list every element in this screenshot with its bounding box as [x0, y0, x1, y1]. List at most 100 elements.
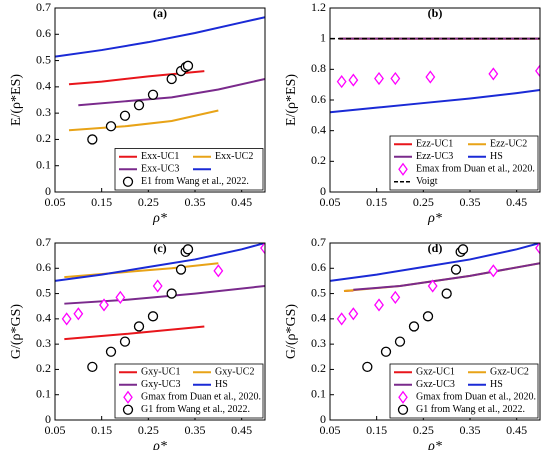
legend: Ezz-UC1 Ezz-UC2 Ezz-UC3 HS Emax from Duan et…	[389, 135, 539, 191]
series-line	[68, 70, 205, 86]
diamond-marker	[348, 307, 359, 321]
legend-label: Gmax from Duan et al., 2020.	[141, 392, 261, 403]
series-line	[330, 243, 540, 282]
series-line	[55, 16, 265, 58]
diamond-marker	[61, 312, 72, 326]
y-tick-label: 0.1	[311, 386, 326, 400]
circle-marker	[105, 346, 117, 357]
diamond-marker	[73, 307, 84, 321]
diamond-marker	[488, 67, 499, 81]
legend-diamond	[398, 162, 408, 176]
x-tick-label: 0.35	[185, 423, 206, 437]
y-tick-label: 1.2	[311, 0, 326, 14]
x-axis-label: ρ*	[427, 439, 442, 450]
y-tick-label: 0.2	[36, 131, 51, 145]
x-tick-label: 0.35	[185, 195, 206, 209]
legend-label: Gxz-UC2	[490, 367, 529, 378]
y-tick-label: 0	[45, 412, 51, 426]
legend-circle	[122, 404, 134, 415]
x-axis-label: ρ*	[152, 439, 167, 450]
series-line	[64, 284, 265, 305]
circle-marker	[105, 121, 117, 132]
circle-marker	[166, 73, 177, 85]
diamond-marker	[336, 75, 347, 89]
diamond-marker	[115, 290, 126, 304]
y-tick-label: 0.4	[311, 311, 326, 325]
plot-marks	[330, 37, 540, 114]
x-tick-label: 0.45	[506, 195, 527, 209]
legend-label: G1 from Wang et al., 2022.	[416, 404, 525, 415]
axes-frame	[54, 7, 266, 193]
circle-marker	[147, 89, 159, 100]
y-tick-label: 0.4	[311, 122, 326, 136]
panel: 0.05 0.15 0.25 0.35 0.45 0 0.1 0.2 0.3 0.4 0.5 0.6 0…	[9, 235, 266, 450]
panel-title: (b)	[428, 6, 443, 20]
legend-label: Gmax from Duan et al., 2020.	[416, 392, 536, 403]
diamond-marker	[374, 298, 384, 312]
circle-marker	[182, 244, 194, 255]
circle-marker	[166, 288, 177, 299]
y-tick-label: 0.4	[36, 79, 51, 93]
series-line	[353, 262, 540, 291]
circle-marker	[87, 361, 98, 373]
series-line	[68, 109, 219, 132]
y-tick-label: 0.7	[36, 0, 51, 14]
x-tick-label: 0.35	[460, 423, 481, 437]
x-tick-label: 0.35	[460, 195, 481, 209]
legend-label: Gxy-UC3	[141, 379, 180, 390]
diamond-marker	[488, 264, 499, 278]
diamond-marker	[390, 290, 401, 304]
legend-circle	[397, 404, 409, 415]
y-axis-label: G/(ρ*GS)	[284, 304, 299, 360]
x-tick-label: 0.05	[45, 195, 66, 209]
y-tick-label: 0.5	[36, 52, 51, 66]
y-tick-label: 0	[320, 412, 326, 426]
legend-label: Ezz-UC2	[490, 139, 527, 150]
circle-marker	[133, 321, 145, 332]
x-tick-label: 0.25	[138, 195, 159, 209]
legend-circle	[122, 176, 134, 187]
legend: Gxy-UC1 Gxy-UC2 Gxy-UC3 HS Gmax from Duan et…	[114, 363, 264, 419]
legend-label: G1 from Wang et al., 2022.	[141, 404, 250, 415]
y-tick-label: 0.5	[36, 285, 51, 299]
panel: 0.05 0.15 0.25 0.35 0.45 0 0.1 0.2 0.3 0.4 0.5 0.6 0…	[284, 235, 541, 450]
y-tick-label: 0.2	[311, 361, 326, 375]
circle-marker	[408, 321, 420, 332]
axes-frame	[329, 7, 541, 193]
y-tick-label: 0	[320, 184, 326, 198]
legend-marker	[398, 390, 408, 404]
diamond-marker	[348, 73, 359, 87]
diamond-marker	[213, 264, 224, 278]
circle-marker	[147, 311, 159, 322]
x-tick-label: 0.45	[231, 195, 252, 209]
x-tick-label: 0.05	[320, 195, 341, 209]
y-axis-label: E/(ρ*ES)	[9, 74, 24, 126]
legend-label: Exx-UC3	[141, 164, 179, 175]
circle-marker	[362, 361, 373, 373]
legend: Gxz-UC1 Gxz-UC2 Gxz-UC3 HS Gmax from Duan et…	[389, 363, 539, 419]
x-tick-label: 0.15	[366, 423, 387, 437]
y-tick-label: 0.6	[311, 260, 326, 274]
legend-label: Ezz-UC1	[416, 139, 453, 150]
legend-label: Gxy-UC1	[141, 367, 180, 378]
diamond-marker	[99, 298, 109, 312]
y-tick-label: 0.6	[311, 92, 326, 106]
panel-title: (a)	[153, 6, 167, 20]
x-tick-label: 0.05	[320, 423, 341, 437]
legend-label: Ezz-UC3	[416, 151, 453, 162]
y-axis-label: E/(ρ*ES)	[284, 74, 299, 126]
x-tick-label: 0.15	[91, 195, 112, 209]
circle-marker	[133, 100, 145, 111]
y-tick-label: 0.4	[36, 311, 51, 325]
legend-label: Gxy-UC2	[215, 367, 254, 378]
diamond-marker	[152, 279, 163, 293]
legend-label: Exx-UC1	[141, 151, 179, 162]
y-tick-label: 0.5	[311, 285, 326, 299]
plot-marks	[55, 243, 265, 373]
y-tick-label: 0.6	[36, 260, 51, 274]
x-tick-label: 0.25	[413, 423, 434, 437]
circle-marker	[87, 134, 98, 145]
diamond-marker	[374, 71, 384, 86]
